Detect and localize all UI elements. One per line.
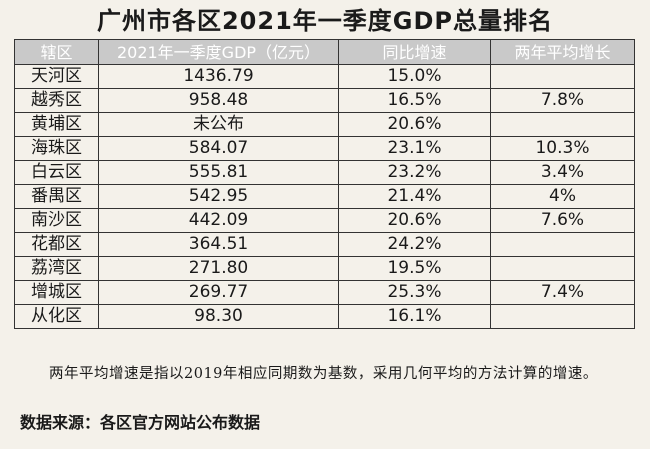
district-cell: 天河区	[14, 64, 99, 89]
yoy-cell: 23.1%	[338, 136, 491, 161]
header-two-year-avg: 两年平均增长	[490, 39, 635, 65]
avg2y-cell	[490, 112, 635, 137]
header-yoy: 同比增速	[338, 39, 491, 65]
district-cell: 花都区	[14, 232, 99, 257]
table-row: 南沙区 442.09 20.6% 7.6%	[14, 208, 635, 233]
district-cell: 越秀区	[14, 88, 99, 113]
table-row: 天河区 1436.79 15.0%	[14, 64, 635, 89]
gdp-cell: 364.51	[98, 232, 339, 257]
avg2y-cell: 7.8%	[490, 88, 635, 113]
district-cell: 从化区	[14, 304, 99, 329]
gdp-cell: 1436.79	[98, 64, 339, 89]
table-row: 越秀区 958.48 16.5% 7.8%	[14, 88, 635, 113]
district-cell: 海珠区	[14, 136, 99, 161]
gdp-cell: 584.07	[98, 136, 339, 161]
table-row: 增城区 269.77 25.3% 7.4%	[14, 280, 635, 305]
avg2y-cell	[490, 64, 635, 89]
avg2y-cell	[490, 256, 635, 281]
avg2y-cell: 7.6%	[490, 208, 635, 233]
page-title: 广州市各区2021年一季度GDP总量排名	[96, 7, 553, 35]
yoy-cell: 25.3%	[338, 280, 491, 305]
avg2y-cell: 3.4%	[490, 160, 635, 185]
district-cell: 荔湾区	[14, 256, 99, 281]
table-row: 海珠区 584.07 23.1% 10.3%	[14, 136, 635, 161]
avg2y-cell	[490, 232, 635, 257]
district-cell: 南沙区	[14, 208, 99, 233]
header-gdp: 2021年一季度GDP（亿元）	[98, 39, 339, 65]
methodology-note: 两年平均增速是指以2019年相应同期数为基数，采用几何平均的方法计算的增速。	[49, 366, 598, 382]
avg2y-cell: 7.4%	[490, 280, 635, 305]
gdp-cell: 442.09	[98, 208, 339, 233]
table-row: 番禺区 542.95 21.4% 4%	[14, 184, 635, 209]
avg2y-cell: 10.3%	[490, 136, 635, 161]
yoy-cell: 19.5%	[338, 256, 491, 281]
gdp-cell: 958.48	[98, 88, 339, 113]
yoy-cell: 16.5%	[338, 88, 491, 113]
gdp-cell: 269.77	[98, 280, 339, 305]
table-row: 从化区 98.30 16.1%	[14, 304, 635, 329]
header-district: 辖区	[14, 39, 99, 65]
yoy-cell: 23.2%	[338, 160, 491, 185]
avg2y-cell: 4%	[490, 184, 635, 209]
yoy-cell: 20.6%	[338, 208, 491, 233]
table-row: 白云区 555.81 23.2% 3.4%	[14, 160, 635, 185]
table-row: 花都区 364.51 24.2%	[14, 232, 635, 257]
yoy-cell: 20.6%	[338, 112, 491, 137]
district-cell: 白云区	[14, 160, 99, 185]
gdp-table: 辖区 2021年一季度GDP（亿元） 同比增速 两年平均增长 天河区 1436.…	[14, 39, 635, 329]
district-cell: 番禺区	[14, 184, 99, 209]
yoy-cell: 24.2%	[338, 232, 491, 257]
yoy-cell: 21.4%	[338, 184, 491, 209]
table-header: 辖区 2021年一季度GDP（亿元） 同比增速 两年平均增长	[14, 39, 635, 65]
table-row: 荔湾区 271.80 19.5%	[14, 256, 635, 281]
data-source: 数据来源：各区官方网站公布数据	[20, 413, 261, 432]
gdp-cell: 271.80	[98, 256, 339, 281]
district-cell: 黄埔区	[14, 112, 99, 137]
gdp-cell: 542.95	[98, 184, 339, 209]
avg2y-cell	[490, 304, 635, 329]
yoy-cell: 15.0%	[338, 64, 491, 89]
table-row: 黄埔区 未公布 20.6%	[14, 112, 635, 137]
gdp-cell: 未公布	[98, 112, 339, 137]
district-cell: 增城区	[14, 280, 99, 305]
gdp-cell: 555.81	[98, 160, 339, 185]
gdp-cell: 98.30	[98, 304, 339, 329]
header-row: 辖区 2021年一季度GDP（亿元） 同比增速 两年平均增长	[14, 39, 635, 65]
yoy-cell: 16.1%	[338, 304, 491, 329]
